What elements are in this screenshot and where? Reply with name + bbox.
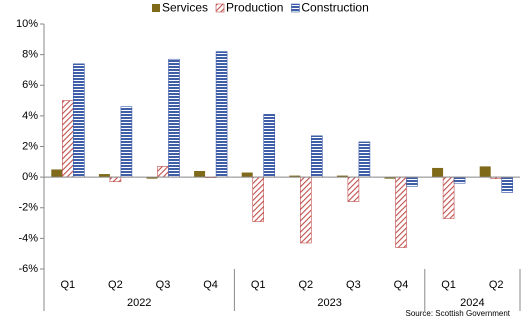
bar	[263, 114, 276, 178]
bar	[157, 166, 169, 178]
y-tick-label: 2%	[22, 140, 38, 152]
x-tick-label: Q4	[394, 279, 409, 291]
bar	[109, 176, 122, 183]
bar	[146, 177, 158, 179]
legend-label: Construction	[301, 1, 368, 15]
bar	[432, 167, 444, 178]
bar	[289, 175, 301, 178]
bar	[336, 175, 348, 178]
bar	[479, 166, 491, 178]
bar	[310, 135, 323, 178]
x-tick-label: Q1	[60, 279, 75, 291]
x-tick-label: Q3	[156, 279, 171, 291]
legend-swatch	[215, 3, 225, 13]
bar	[501, 176, 514, 193]
bar	[168, 58, 180, 178]
y-tick-label: 0%	[22, 171, 38, 183]
x-tick-label: Q3	[346, 279, 361, 291]
legend-swatch	[291, 3, 300, 13]
y-tick-label: -2%	[18, 202, 38, 214]
y-tick-label: 4%	[22, 110, 38, 122]
legend-swatch	[152, 4, 160, 12]
bar	[194, 171, 206, 178]
legend-label: Services	[162, 1, 208, 15]
bar	[252, 176, 264, 222]
bar	[442, 176, 455, 219]
x-tick-label: Q2	[108, 279, 123, 291]
bar	[358, 141, 371, 178]
x-group-label: 2023	[317, 297, 341, 309]
bar	[406, 176, 418, 187]
y-tick-label: 6%	[22, 79, 38, 91]
source-note: Source: Scottish Government	[406, 309, 511, 318]
bar	[215, 51, 228, 178]
y-tick-label: 8%	[22, 49, 38, 61]
bar	[61, 100, 74, 178]
bar	[98, 174, 110, 178]
x-group-label: 2024	[460, 297, 484, 309]
x-tick-label: Q2	[489, 279, 504, 291]
bar	[241, 172, 253, 178]
x-tick-label: Q4	[203, 279, 218, 291]
bar	[395, 176, 407, 248]
y-tick-label: -4%	[18, 232, 38, 244]
y-tick-label: 10%	[16, 18, 38, 30]
bar	[347, 176, 360, 202]
legend-label: Production	[226, 1, 283, 15]
bar	[73, 63, 85, 178]
bar	[51, 169, 63, 178]
bar	[299, 176, 312, 244]
bar	[384, 177, 396, 179]
bar	[120, 106, 133, 178]
bar	[453, 176, 466, 184]
x-tick-label: Q1	[251, 279, 266, 291]
x-group-label: 2022	[127, 297, 151, 309]
x-tick-label: Q1	[441, 279, 456, 291]
y-tick-label: -6%	[18, 263, 38, 275]
x-tick-label: Q2	[298, 279, 313, 291]
